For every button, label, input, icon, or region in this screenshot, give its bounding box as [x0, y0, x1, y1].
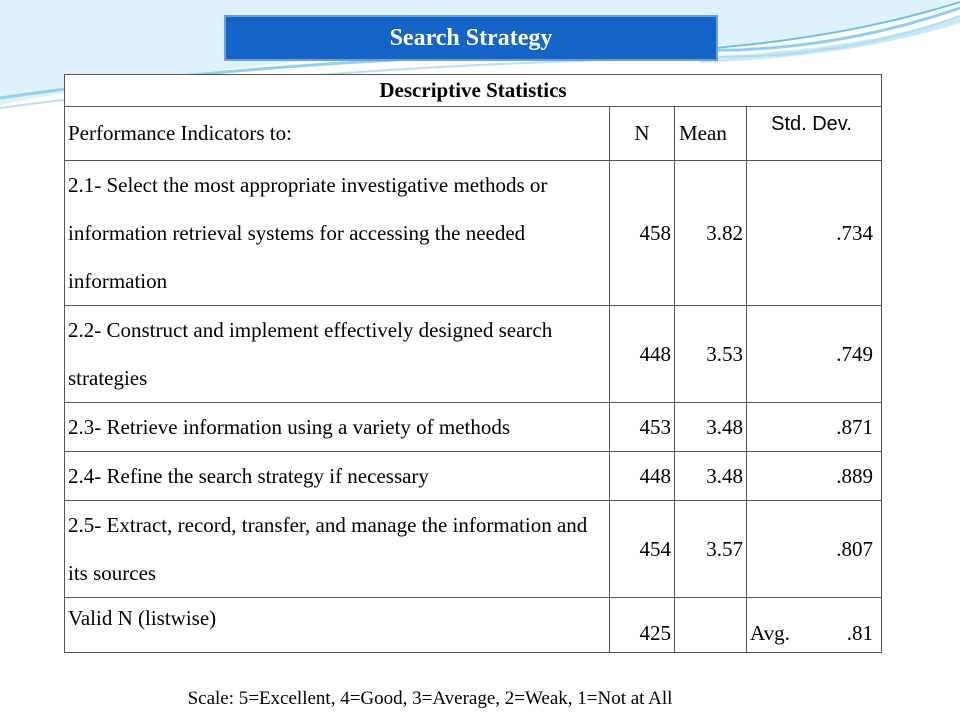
row-label: 2.1- Select the most appropriate investi…: [68, 173, 548, 293]
row-n: 453: [609, 402, 675, 452]
table-row: 2.4- Refine the search strategy if neces…: [64, 451, 882, 501]
table-caption: Descriptive Statistics: [64, 74, 882, 107]
header-n: N: [609, 106, 675, 161]
scale-note-container: Scale: 5=Excellent, 4=Good, 3=Average, 2…: [0, 688, 960, 710]
row-std-dev: .871: [746, 402, 882, 452]
scale-note: Scale: 5=Excellent, 4=Good, 3=Average, 2…: [187, 688, 673, 709]
row-label: 2.3- Retrieve information using a variet…: [68, 415, 511, 439]
row-n: 458: [609, 160, 675, 306]
row-n: 454: [609, 500, 675, 598]
row-mean: 3.82: [674, 160, 747, 306]
row-mean: 3.57: [674, 500, 747, 598]
table-row: 2.3- Retrieve information using a variet…: [64, 402, 882, 452]
table-row: 2.5- Extract, record, transfer, and mana…: [64, 500, 882, 598]
header-std-dev: Std. Dev.: [746, 106, 882, 161]
row-std-dev: .889: [746, 451, 882, 501]
row-std-dev: .734: [746, 160, 882, 306]
table-row: 2.2- Construct and implement effectively…: [64, 305, 882, 403]
row-std-dev: .807: [746, 500, 882, 598]
average-label: Avg.: [750, 621, 790, 645]
row-mean: 3.48: [674, 451, 747, 501]
slide-title: Search Strategy: [224, 15, 718, 61]
table-header-row: Performance Indicators to: N Mean Std. D…: [64, 106, 882, 161]
row-n: 448: [609, 305, 675, 403]
row-n: 448: [609, 451, 675, 501]
average-value: .81: [846, 621, 873, 645]
average-cell: Avg. .81: [746, 597, 882, 653]
row-std-dev: .749: [746, 305, 882, 403]
descriptive-statistics-table: Descriptive Statistics Performance Indic…: [64, 74, 882, 653]
row-mean: 3.53: [674, 305, 747, 403]
row-mean: 3.48: [674, 402, 747, 452]
header-indicator: Performance Indicators to:: [64, 106, 610, 161]
valid-n-label: Valid N (listwise): [64, 597, 610, 653]
table-row: 2.1- Select the most appropriate investi…: [64, 160, 882, 306]
valid-n-row: Valid N (listwise) 425 Avg. .81: [64, 597, 882, 653]
header-mean: Mean: [674, 106, 747, 161]
row-label: 2.4- Refine the search strategy if neces…: [68, 464, 429, 488]
row-label: 2.5- Extract, record, transfer, and mana…: [68, 513, 588, 585]
row-label: 2.2- Construct and implement effectively…: [68, 318, 553, 390]
valid-n-value: 425: [609, 597, 675, 653]
valid-mean-empty: [674, 597, 747, 653]
